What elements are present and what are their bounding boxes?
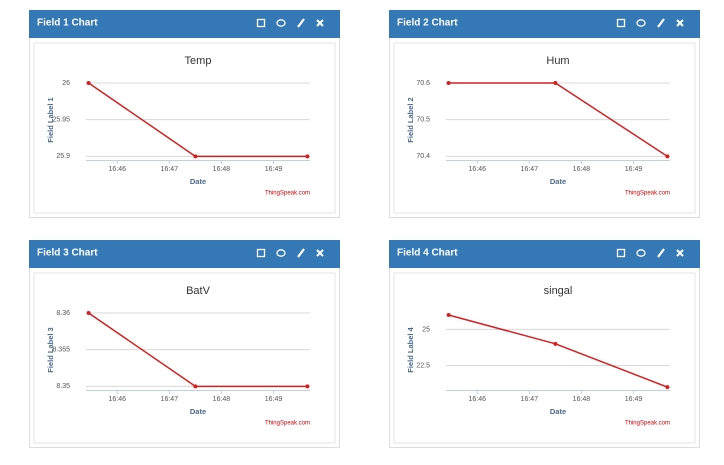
- y-tick-label: 70.6: [416, 80, 430, 87]
- y-tick-label: 70.5: [416, 117, 430, 124]
- data-point: [553, 341, 558, 346]
- comment-icon[interactable]: [636, 249, 646, 257]
- data-point: [446, 81, 451, 85]
- x-tick-label: 16:48: [213, 396, 231, 403]
- data-point: [86, 311, 91, 315]
- chart-area: [33, 272, 336, 444]
- close-icon[interactable]: [316, 249, 324, 257]
- panel-title: Field 3 Chart: [37, 248, 98, 259]
- x-tick-label: 16:48: [573, 166, 591, 173]
- data-point: [553, 81, 558, 85]
- x-tick-label: 16:48: [213, 166, 231, 173]
- chart-panel: Field 3 Chart BatV 8.35 8.355 8.36 16:46 16:47…: [29, 240, 340, 448]
- panel-header: [29, 10, 340, 38]
- chart-panel: Field 2 Chart Hum 70.4 70.5 70.6 16:46 16:47 16…: [389, 10, 700, 218]
- y-axis-label: Field Label 2: [406, 97, 415, 142]
- x-axis-label: Date: [550, 177, 566, 186]
- data-point: [446, 312, 451, 317]
- chart-panel: Field 4 Chart singal 22.5 25 16:46 16:47 16:48…: [389, 240, 700, 448]
- data-point: [665, 385, 670, 390]
- y-tick-label: 8.35: [56, 383, 70, 390]
- credit[interactable]: ThingSpeak.com: [265, 421, 310, 427]
- x-tick-label: 16:47: [521, 396, 539, 403]
- y-tick-label: 70.4: [416, 153, 430, 160]
- credit[interactable]: ThingSpeak.com: [625, 421, 670, 427]
- open-icon[interactable]: [256, 18, 266, 28]
- data-point: [305, 384, 310, 389]
- y-tick-label: 26: [62, 80, 70, 87]
- x-tick-label: 16:47: [161, 396, 179, 403]
- y-tick-label: 25.9: [56, 153, 70, 160]
- x-tick-label: 16:47: [161, 166, 179, 173]
- chart-panel: Field 1 Chart Temp 25.9 25.95 26 16:46 16:47 16…: [29, 10, 340, 218]
- x-tick-label: 16:49: [265, 396, 283, 403]
- x-tick-label: 16:46: [108, 166, 126, 173]
- x-tick-label: 16:47: [521, 166, 539, 173]
- panel-title: Field 4 Chart: [397, 248, 458, 259]
- comment-icon[interactable]: [636, 19, 646, 27]
- x-tick-label: 16:49: [625, 166, 643, 173]
- y-tick-label: 8.36: [56, 310, 70, 317]
- edit-icon[interactable]: [657, 18, 665, 28]
- chart-area: [393, 272, 696, 444]
- x-tick-label: 16:49: [625, 396, 643, 403]
- chart-area: [393, 42, 696, 214]
- close-icon[interactable]: [316, 19, 324, 27]
- y-tick-label: 8.355: [52, 347, 70, 354]
- y-tick-label: 25.95: [52, 117, 70, 124]
- panel-header: [29, 240, 340, 268]
- panel-title: Field 1 Chart: [37, 18, 98, 29]
- edit-icon[interactable]: [657, 248, 665, 258]
- panel-header: [389, 240, 700, 268]
- open-icon[interactable]: [616, 18, 626, 28]
- data-point: [86, 81, 91, 85]
- chart-title: BatV: [186, 285, 211, 297]
- x-tick-label: 16:48: [573, 396, 591, 403]
- data-point: [665, 154, 670, 159]
- y-axis-label: Field Label 1: [46, 97, 55, 142]
- x-tick-label: 16:46: [468, 396, 486, 403]
- y-axis-label: Field Label 4: [406, 326, 415, 372]
- open-icon[interactable]: [256, 248, 266, 258]
- comment-icon[interactable]: [276, 249, 286, 257]
- x-axis-label: Date: [550, 407, 566, 416]
- data-point: [193, 154, 198, 159]
- data-point: [305, 154, 310, 159]
- chart-title: singal: [544, 285, 573, 297]
- credit[interactable]: ThingSpeak.com: [265, 191, 310, 197]
- x-axis-label: Date: [190, 407, 206, 416]
- chart-title: Temp: [185, 55, 212, 67]
- x-tick-label: 16:49: [265, 166, 283, 173]
- x-tick-label: 16:46: [468, 166, 486, 173]
- edit-icon[interactable]: [297, 18, 305, 28]
- close-icon[interactable]: [676, 249, 684, 257]
- y-axis-label: Field Label 3: [46, 327, 55, 372]
- credit[interactable]: ThingSpeak.com: [625, 191, 670, 197]
- chart-title: Hum: [546, 55, 569, 67]
- edit-icon[interactable]: [297, 248, 305, 258]
- x-axis-label: Date: [190, 177, 206, 186]
- y-tick-label: 22.5: [416, 362, 430, 369]
- panel-header: [389, 10, 700, 38]
- panel-title: Field 2 Chart: [397, 18, 458, 29]
- close-icon[interactable]: [676, 19, 684, 27]
- chart-area: [33, 42, 336, 214]
- comment-icon[interactable]: [276, 19, 286, 27]
- data-point: [193, 384, 198, 389]
- x-tick-label: 16:46: [108, 396, 126, 403]
- open-icon[interactable]: [616, 248, 626, 258]
- y-tick-label: 25: [422, 326, 430, 333]
